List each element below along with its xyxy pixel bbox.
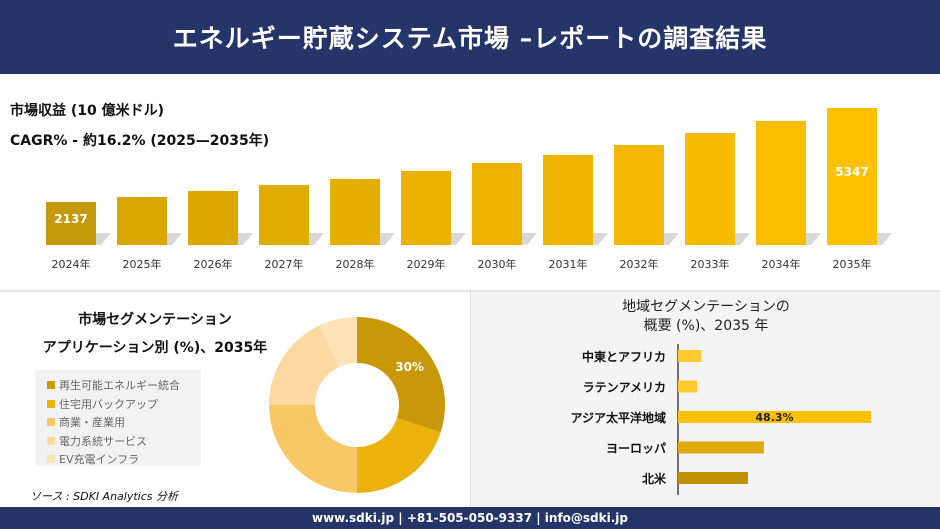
- region-bar: [678, 472, 748, 484]
- segment-title: 市場セグメンテーション: [78, 312, 232, 328]
- donut-slice-2: [269, 405, 357, 493]
- cagr-subtitle: CAGR% - 約16.2% (2025—2035年): [10, 133, 270, 149]
- bar-2029年: [401, 170, 451, 245]
- region-label: ラテンアメリカ: [583, 381, 666, 395]
- legend-label: 住宅用バックアップ: [59, 397, 158, 411]
- bar-2030年: [472, 162, 522, 245]
- segment-subtitle: アプリケーション別 (%)、2035年: [42, 340, 268, 356]
- bar-shadow: [735, 233, 750, 245]
- legend-label: 再生可能エネルギー統合: [59, 379, 180, 393]
- region-title: 地域セグメンテーションの 概要 (%)、2035 年: [471, 298, 940, 336]
- bar-shadow: [806, 233, 821, 245]
- bar-2026年: [188, 190, 238, 245]
- revenue-subtitle: 市場収益 (10 億米ドル): [10, 103, 165, 119]
- bar-2028年: [330, 179, 380, 245]
- region-bar: [678, 411, 871, 423]
- bar-shadow: [238, 233, 253, 245]
- slice-label: 30%: [395, 360, 424, 374]
- x-tick-label: 2026年: [194, 257, 233, 271]
- region-label: 中東とアフリカ: [582, 349, 666, 364]
- donut-slice-1: [357, 417, 441, 493]
- legend-label: 電力系統サービス: [59, 434, 147, 448]
- bar-2024年: [46, 202, 96, 245]
- header-banner: エネルギー貯蔵システム市場 –レポートの調査結果: [0, 0, 940, 74]
- legend-item: EV充電インフラ: [47, 450, 201, 469]
- revenue-bar-chart: 2024年 2137 2025年 2026年 2027年 2028年 2029年 2030年 2…: [46, 108, 892, 271]
- legend-swatch: [47, 399, 55, 408]
- legend-swatch: [47, 418, 55, 427]
- legend-item: 住宅用バックアップ: [47, 395, 201, 414]
- bar-shadow: [451, 233, 466, 245]
- bar-shadow: [522, 233, 537, 245]
- revenue-panel: 市場収益 (10 億米ドル) CAGR% - 約16.2% (2025—2035…: [0, 74, 940, 290]
- region-title-line1: 地域セグメンテーションの: [622, 299, 790, 315]
- bar-2033年: [685, 133, 735, 245]
- legend-swatch: [47, 455, 55, 464]
- bar-shadow: [167, 233, 182, 245]
- donut-slice-3: [269, 325, 340, 405]
- region-data-label: 48.3%: [755, 411, 793, 424]
- bar-2031年: [543, 155, 593, 245]
- region-bar: [678, 350, 702, 362]
- legend-swatch: [47, 436, 55, 445]
- bar-shadow: [664, 233, 679, 245]
- x-tick-label: 2033年: [691, 257, 730, 271]
- x-tick-label: 2028年: [336, 257, 375, 271]
- legend-item: 電力系統サービス: [47, 432, 201, 451]
- x-tick-label: 2032年: [620, 257, 659, 271]
- legend-item: 商業・産業用: [47, 413, 201, 432]
- footer-contact: www.sdki.jp | +81-505-050-9337 | info@sd…: [0, 507, 940, 529]
- x-tick-label: 2024年: [52, 257, 91, 271]
- region-label: 北米: [642, 471, 667, 486]
- divider: [0, 290, 940, 292]
- bar-shadow: [309, 233, 324, 245]
- bar-shadow: [593, 233, 608, 245]
- x-tick-label: 2029年: [407, 257, 446, 271]
- x-tick-label: 2031年: [549, 257, 588, 271]
- application-segment-panel: 市場セグメンテーション アプリケーション別 (%)、2035年 再生可能エネルギ…: [0, 292, 470, 507]
- x-tick-label: 2027年: [265, 257, 304, 271]
- bar-shadow: [96, 233, 111, 245]
- data-label: 5347: [835, 165, 868, 179]
- region-segment-panel: 地域セグメンテーションの 概要 (%)、2035 年 中東とアフリカ ラテンアメリ…: [470, 292, 940, 507]
- x-tick-label: 2025年: [123, 257, 162, 271]
- donut-slice-4: [319, 317, 357, 367]
- legend-item: 再生可能エネルギー統合: [47, 376, 201, 395]
- bar-2035年: [827, 108, 877, 245]
- bar-shadow: [380, 233, 395, 245]
- region-bar: [678, 380, 698, 393]
- data-label: 2137: [54, 212, 87, 226]
- donut-legend: 再生可能エネルギー統合 住宅用バックアップ 商業・産業用電力系統サービス EV充電イン…: [35, 370, 201, 466]
- x-tick-label: 2030年: [478, 257, 517, 271]
- bar-2025年: [117, 196, 167, 245]
- x-tick-label: 2035年: [833, 257, 872, 271]
- legend-label: 商業・産業用: [59, 416, 125, 430]
- application-donut-chart: 30%: [269, 317, 445, 493]
- source-note: ソース : SDKI Analytics 分析: [30, 490, 179, 503]
- bar-2034年: [756, 121, 806, 245]
- bar-2032年: [614, 145, 664, 245]
- page-title: エネルギー貯蔵システム市場 –レポートの調査結果: [172, 24, 768, 53]
- bar-2027年: [259, 184, 309, 245]
- legend-swatch: [47, 381, 55, 390]
- region-label: ヨーロッパ: [606, 442, 666, 456]
- bar-shadow: [877, 233, 892, 245]
- region-title-line2: 概要 (%)、2035 年: [643, 318, 769, 334]
- region-bar: [678, 441, 764, 454]
- legend-label: EV充電インフラ: [59, 453, 140, 467]
- x-tick-label: 2034年: [762, 257, 801, 271]
- region-label: アジア太平洋地域: [570, 410, 666, 425]
- donut-slice-0: [357, 317, 445, 433]
